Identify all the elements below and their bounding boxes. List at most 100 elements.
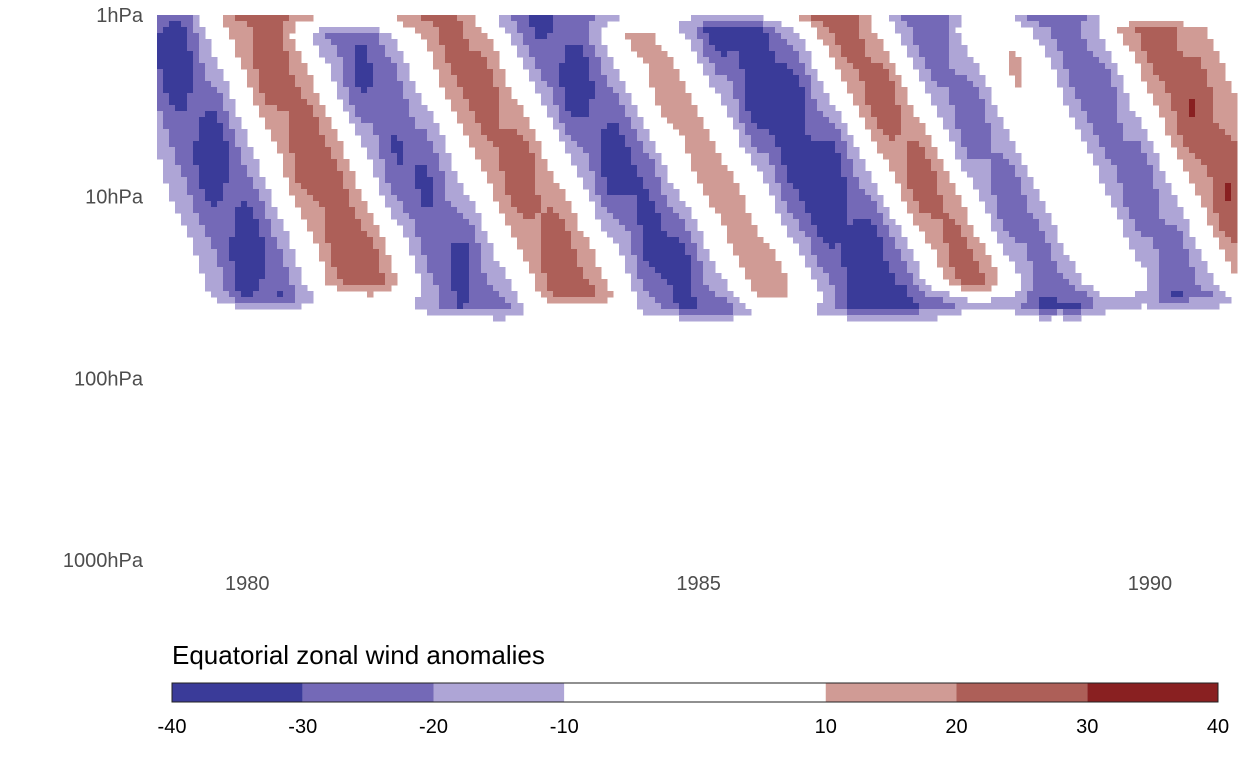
contour-cell (271, 93, 278, 100)
contour-cell (727, 225, 734, 232)
contour-cell (1027, 213, 1034, 220)
contour-cell (511, 129, 518, 136)
contour-cell (1225, 195, 1232, 202)
contour-cell (805, 15, 812, 22)
contour-cell (1033, 189, 1040, 196)
contour-cell (427, 15, 434, 22)
contour-cell (973, 123, 980, 130)
contour-cell (829, 153, 836, 160)
contour-cell (739, 129, 746, 136)
contour-cell (265, 243, 272, 250)
contour-cell (1183, 117, 1190, 124)
contour-cell (847, 243, 854, 250)
contour-cell (571, 159, 578, 166)
contour-cell (865, 111, 872, 118)
contour-cell (895, 123, 902, 130)
contour-cell (871, 207, 878, 214)
contour-cell (217, 171, 224, 178)
contour-cell (775, 189, 782, 196)
contour-cell (1063, 45, 1070, 52)
contour-cell (505, 129, 512, 136)
contour-cell (649, 171, 656, 178)
contour-cell (1093, 159, 1100, 166)
contour-cell (817, 165, 824, 172)
contour-cell (631, 117, 638, 124)
contour-cell (697, 243, 704, 250)
contour-cell (697, 147, 704, 154)
contour-cell (247, 57, 254, 64)
contour-cell (607, 171, 614, 178)
contour-cell (547, 87, 554, 94)
contour-cell (589, 75, 596, 82)
contour-cell (553, 237, 560, 244)
contour-cell (565, 213, 572, 220)
contour-cell (1039, 243, 1046, 250)
contour-cell (955, 39, 962, 46)
contour-cell (583, 243, 590, 250)
contour-cell (865, 63, 872, 70)
contour-cell (1009, 213, 1016, 220)
contour-cell (433, 225, 440, 232)
contour-cell (793, 129, 800, 136)
contour-cell (553, 15, 560, 22)
contour-cell (385, 123, 392, 130)
contour-cell (427, 123, 434, 130)
contour-cell (1057, 69, 1064, 76)
contour-cell (439, 153, 446, 160)
contour-cell (169, 183, 176, 190)
contour-cell (841, 21, 848, 28)
contour-cell (463, 69, 470, 76)
contour-cell (481, 111, 488, 118)
contour-cell (409, 123, 416, 130)
contour-cell (775, 45, 782, 52)
contour-cell (937, 105, 944, 112)
contour-cell (1147, 231, 1154, 238)
contour-cell (439, 75, 446, 82)
contour-cell (625, 129, 632, 136)
contour-cell (337, 93, 344, 100)
contour-cell (949, 93, 956, 100)
contour-cell (607, 123, 614, 130)
contour-cell (217, 219, 224, 226)
contour-cell (721, 27, 728, 34)
contour-cell (1189, 45, 1196, 52)
contour-cell (1153, 69, 1160, 76)
contour-cell (223, 99, 230, 106)
contour-cell (937, 51, 944, 58)
contour-cell (175, 57, 182, 64)
contour-cell (265, 93, 272, 100)
contour-cell (751, 105, 758, 112)
contour-cell (571, 69, 578, 76)
contour-cell (247, 147, 254, 154)
contour-cell (901, 195, 908, 202)
contour-cell (841, 135, 848, 142)
contour-cell (1141, 183, 1148, 190)
contour-cell (739, 75, 746, 82)
contour-cell (439, 147, 446, 154)
contour-cell (313, 105, 320, 112)
contour-cell (607, 165, 614, 172)
contour-cell (547, 27, 554, 34)
contour-cell (517, 27, 524, 34)
contour-cell (1189, 171, 1196, 178)
contour-cell (187, 87, 194, 94)
contour-cell (313, 111, 320, 118)
contour-cell (601, 147, 608, 154)
contour-cell (781, 129, 788, 136)
contour-cell (577, 111, 584, 118)
contour-cell (451, 213, 458, 220)
contour-cell (487, 63, 494, 70)
contour-cell (223, 213, 230, 220)
contour-cell (883, 135, 890, 142)
contour-cell (1111, 123, 1118, 130)
contour-cell (211, 123, 218, 130)
contour-cell (469, 219, 476, 226)
contour-cell (565, 45, 572, 52)
contour-cell (349, 171, 356, 178)
contour-cell (829, 39, 836, 46)
contour-cell (1201, 27, 1208, 34)
contour-cell (241, 57, 248, 64)
contour-cell (223, 93, 230, 100)
contour-cell (1015, 195, 1022, 202)
contour-cell (811, 231, 818, 238)
